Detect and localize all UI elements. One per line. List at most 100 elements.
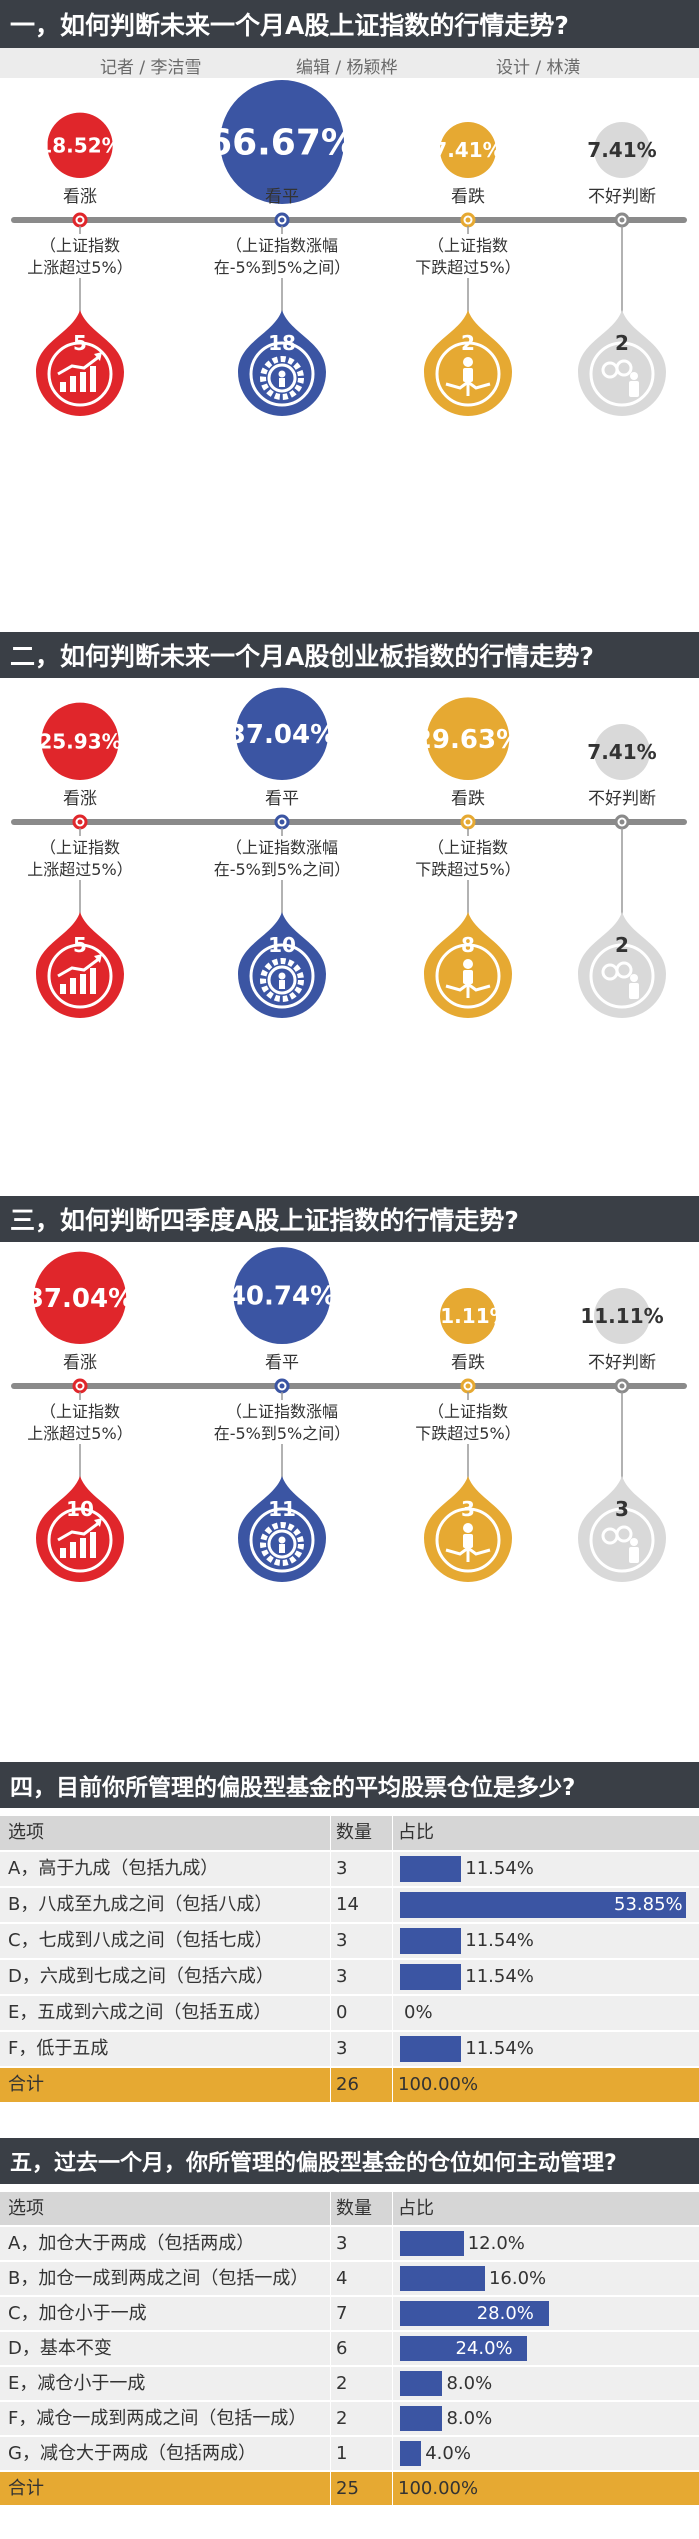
row-pct-label: 28.0% xyxy=(476,2302,534,2324)
note-bg xyxy=(390,234,546,256)
person-head xyxy=(463,959,473,969)
drop-ring xyxy=(249,943,315,1009)
row-pct-label: 4.0% xyxy=(425,2442,471,2464)
row-pct-label: 11.54% xyxy=(465,2038,534,2059)
person-body xyxy=(279,378,285,387)
bubble-unsure xyxy=(594,724,650,780)
table-row xyxy=(0,2227,699,2260)
bubble-down xyxy=(440,1288,496,1344)
bubble-unsure xyxy=(594,1288,650,1344)
note-text-flat: 在-5%到5%之间） xyxy=(214,860,351,879)
credits-bar: 记者 / 李洁雪 编辑 / 杨颖桦 设计 / 林潢 xyxy=(0,48,699,78)
row-option: A，加仓大于两成（包括两成） xyxy=(8,2232,255,2254)
gear-teeth xyxy=(260,1522,304,1566)
drop-up xyxy=(36,310,124,416)
count-label-flat: 11 xyxy=(268,1497,296,1521)
binocular-lens xyxy=(615,1525,633,1543)
category-label-flat: 看平 xyxy=(265,1353,299,1373)
rising-chart-icon xyxy=(57,352,102,392)
total-row xyxy=(0,2472,699,2505)
total-row xyxy=(0,2068,699,2102)
person-body xyxy=(279,1544,285,1553)
count-label-unsure: 2 xyxy=(615,933,629,957)
drop-flat xyxy=(238,912,326,1018)
note-text-flat: 在-5%到5%之间） xyxy=(214,258,351,277)
person-head xyxy=(278,1536,286,1544)
person-body xyxy=(463,368,473,382)
pct-bar xyxy=(400,2336,528,2361)
count-label-unsure: 3 xyxy=(615,1497,629,1521)
category-label-up: 看涨 xyxy=(63,1353,97,1373)
row-count: 3 xyxy=(336,2038,348,2059)
value-label-up: 37.04% xyxy=(26,1284,134,1314)
value-label-flat: 66.67% xyxy=(207,123,357,164)
row-pct-label: 24.0% xyxy=(455,2337,513,2359)
row-count: 2 xyxy=(336,2407,348,2429)
pct-bar xyxy=(400,2441,422,2466)
table-header-row xyxy=(0,1816,699,1850)
drop-up xyxy=(36,1476,124,1582)
note-text-flat: （上证指数涨幅 xyxy=(226,1402,338,1421)
note-text-down: （上证指数 xyxy=(428,1402,508,1421)
person-head xyxy=(630,974,638,982)
binocular-lens xyxy=(615,961,633,979)
position-table: 选项 数量 占比 A，高于九成（包括九成） 3 11.54% B，八成至九成之间（包括八成）… xyxy=(0,1816,699,2106)
bubble-unsure xyxy=(594,122,650,178)
category-label-flat: 看平 xyxy=(265,789,299,809)
table-row xyxy=(0,1960,699,1994)
row-pct-label: 11.54% xyxy=(465,1930,534,1951)
count-label-up: 5 xyxy=(73,933,87,957)
row-option: F，低于五成 xyxy=(8,2038,109,2059)
bar-icon-part xyxy=(60,382,66,392)
note-bg xyxy=(2,858,158,880)
pct-bar xyxy=(400,1856,462,1882)
trend-line xyxy=(57,354,101,376)
pct-bar xyxy=(400,1892,686,1918)
axis-marker-dot xyxy=(77,217,83,223)
note-text-up: 上涨超过5%） xyxy=(27,860,132,879)
note-text-flat: 在-5%到5%之间） xyxy=(214,1424,351,1443)
drop-unsure xyxy=(578,912,666,1018)
note-text-up: 上涨超过5%） xyxy=(27,1424,132,1443)
row-option: B，八成至九成之间（包括八成） xyxy=(8,1894,273,1915)
bar-icon-part xyxy=(80,1538,86,1558)
gear-ring xyxy=(267,1529,297,1559)
person-body xyxy=(629,1547,639,1563)
column-divider xyxy=(330,1816,331,2102)
row-count: 0 xyxy=(336,2002,348,2023)
bubble-up xyxy=(33,1251,127,1344)
axis-marker-dot xyxy=(77,1383,83,1389)
value-label-unsure: 7.41% xyxy=(587,740,656,764)
axis-marker-dot xyxy=(279,819,285,825)
table-row xyxy=(0,1852,699,1886)
axis-marker-dot xyxy=(619,819,625,825)
note-bg xyxy=(390,1400,546,1422)
gear-teeth xyxy=(260,958,304,1002)
section1-title: 一，如何判断未来一个月A股上证指数的行情走势? xyxy=(0,0,699,48)
bubble-flat xyxy=(235,687,329,780)
note-bg xyxy=(390,836,546,858)
row-pct-label: 8.0% xyxy=(446,2407,493,2429)
col-header-pct: 占比 xyxy=(398,1822,434,1843)
note-bg xyxy=(2,1400,158,1422)
pct-bar xyxy=(400,2371,443,2396)
pct-bar xyxy=(400,2036,462,2062)
management-table: 选项 数量 占比 A，加仓大于两成（包括两成） 3 12.0% B，加仓一成到两成之间（包括… xyxy=(0,2192,699,2532)
row-option: E，减仓小于一成 xyxy=(8,2372,146,2394)
drop-up xyxy=(36,912,124,1018)
drop-ring xyxy=(435,341,501,407)
gear-ring xyxy=(267,965,297,995)
rising-chart-icon xyxy=(57,1518,102,1558)
row-count: 3 xyxy=(336,2232,348,2254)
bar-icon-part xyxy=(90,366,96,392)
person-body xyxy=(463,970,473,984)
total-count: 25 xyxy=(336,2477,359,2499)
value-label-down: 29.63% xyxy=(414,725,522,755)
rising-chart-icon xyxy=(57,954,102,994)
col-header-pct: 占比 xyxy=(398,2197,434,2219)
pct-bar xyxy=(400,2406,443,2431)
note-bg xyxy=(204,234,360,256)
row-count: 3 xyxy=(336,1930,348,1951)
trend-arrowhead xyxy=(94,954,102,963)
